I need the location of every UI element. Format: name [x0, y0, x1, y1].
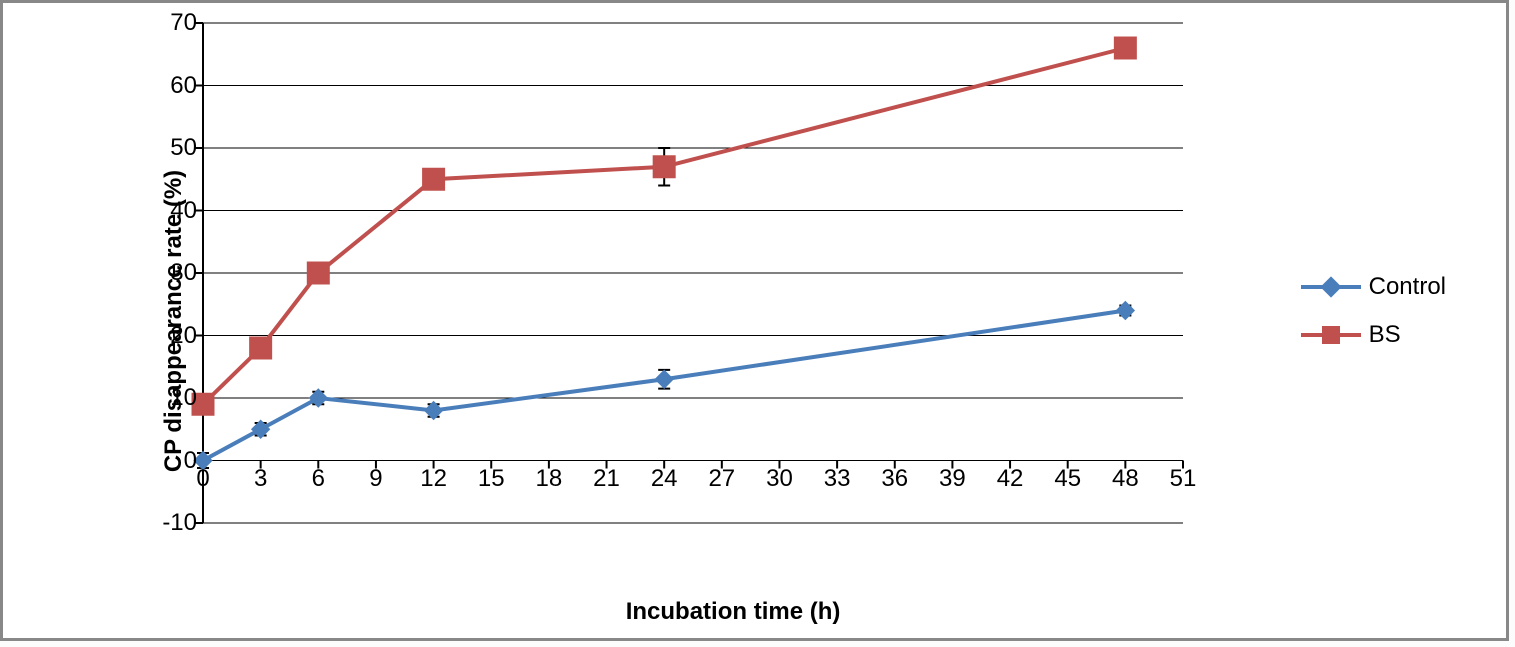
legend-item-bs: BS — [1301, 321, 1446, 349]
x-axis-label: Incubation time (h) — [626, 598, 841, 626]
legend-item-control: Control — [1301, 273, 1446, 301]
legend-label-bs: BS — [1369, 321, 1401, 349]
chart-frame: CP disappearance rate (%) Incubation tim… — [0, 0, 1509, 641]
plot-area: -10010203040506070 036912151821242730333… — [203, 23, 1183, 523]
plot-svg — [203, 23, 1183, 523]
legend: Control BS — [1301, 273, 1446, 369]
legend-swatch-bs — [1301, 333, 1361, 337]
legend-swatch-control — [1301, 285, 1361, 289]
legend-label-control: Control — [1369, 273, 1446, 301]
